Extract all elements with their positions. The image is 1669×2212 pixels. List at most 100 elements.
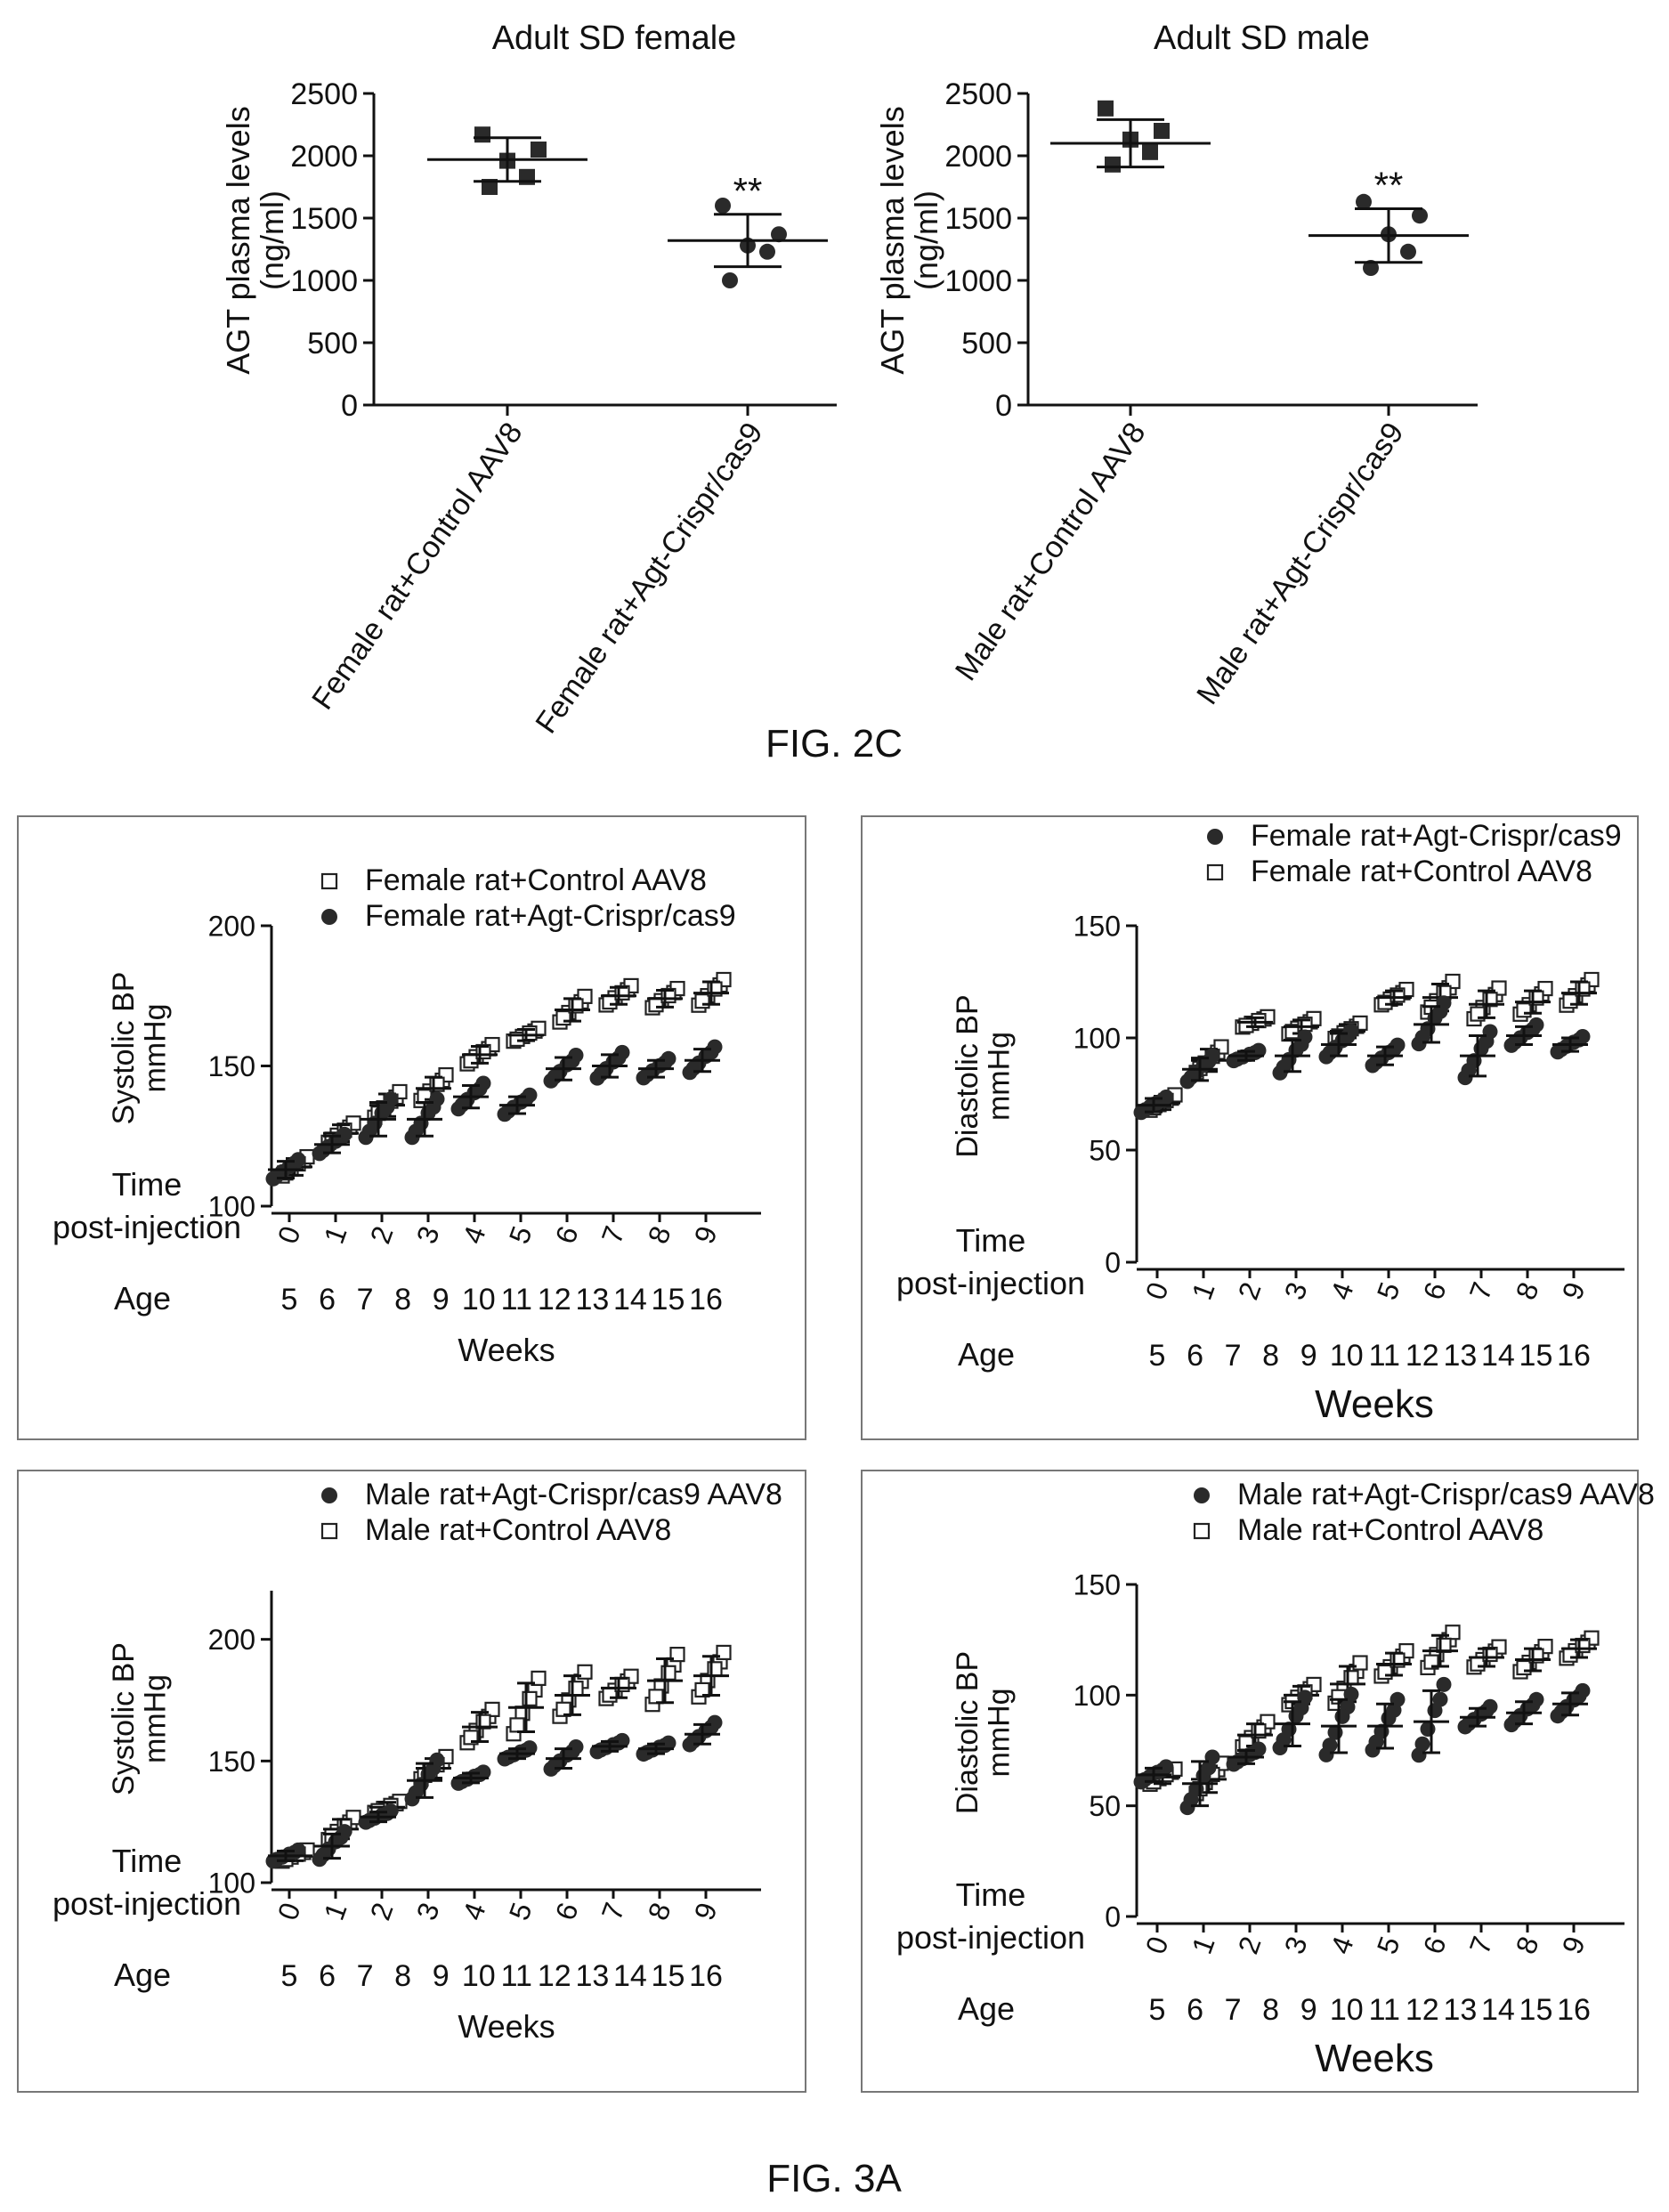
x-week-label: 0	[1139, 1932, 1175, 1958]
y-axis-label: AGT plasma levels(ng/ml)	[874, 106, 944, 374]
data-point	[1562, 1647, 1578, 1663]
legend-label: Female rat+Control AAV8	[1251, 855, 1592, 888]
data-point	[1098, 100, 1114, 117]
age-label: 6	[319, 1959, 336, 1993]
y-tick-label: 2500	[290, 77, 358, 111]
data-point	[1276, 1732, 1292, 1748]
age-label: 11	[1369, 1993, 1400, 2027]
x-week-label: 5	[503, 1222, 539, 1248]
legend-label: Female rat+Agt-Crispr/cas9	[1251, 819, 1622, 853]
x-week-label: 6	[1417, 1932, 1453, 1958]
x-week-label: 3	[1278, 1278, 1314, 1304]
x-week-label: 9	[688, 1899, 724, 1924]
data-point	[315, 1847, 331, 1863]
data-point	[1183, 1792, 1199, 1808]
legend-marker	[321, 1487, 337, 1503]
x-week-label: 4	[457, 1899, 492, 1924]
legend-label: Female rat+Control AAV8	[365, 863, 707, 897]
data-point	[1445, 1625, 1461, 1641]
age-label: 12	[538, 1959, 571, 1993]
x-week-label: 0	[271, 1222, 307, 1248]
age-label: 5	[281, 1283, 298, 1317]
data-point	[1368, 1734, 1384, 1750]
data-point	[1322, 1738, 1338, 1754]
data-point	[722, 272, 738, 288]
y-tick-label: 1000	[944, 264, 1012, 298]
data-point	[707, 1039, 723, 1055]
age-label: 6	[1187, 1339, 1203, 1373]
x-week-label: 2	[364, 1899, 400, 1924]
y-tick-label: 0	[341, 389, 358, 423]
age-label: 12	[1406, 1339, 1439, 1373]
age-label: 15	[652, 1283, 685, 1317]
age-label: 13	[1443, 1993, 1477, 2027]
age-label: 8	[1262, 1993, 1279, 2027]
x-axis-label: Weeks	[458, 2008, 555, 2045]
figure-label-3a: FIG. 3A	[766, 2157, 902, 2200]
x-week-label: 1	[1186, 1932, 1221, 1958]
data-point	[1473, 1041, 1489, 1057]
y-tick-label: 0	[1105, 1247, 1121, 1279]
figure-label-2c: FIG. 2C	[766, 722, 903, 766]
data-point	[1516, 1659, 1532, 1676]
data-point	[1400, 243, 1416, 260]
row-label-time: Time	[956, 1876, 1026, 1913]
x-week-label: 2	[1232, 1932, 1268, 1958]
data-point	[771, 226, 787, 243]
legend-label: Male rat+Control AAV8	[365, 1513, 671, 1547]
data-point	[500, 1103, 516, 1119]
age-label: 9	[1300, 1993, 1317, 2027]
data-point	[715, 198, 731, 214]
x-week-label: 9	[688, 1222, 724, 1248]
legend-marker	[321, 909, 337, 925]
y-tick-label: 100	[1074, 1023, 1121, 1055]
legend-marker	[320, 872, 338, 890]
age-label: 10	[462, 1959, 496, 1993]
data-point	[669, 1647, 685, 1663]
age-label: 11	[1369, 1339, 1400, 1373]
y-axis-label: AGT plasma levels(ng/ml)	[220, 106, 290, 374]
data-point	[602, 993, 618, 1010]
age-label: 16	[1557, 1993, 1591, 2027]
data-point	[694, 993, 710, 1009]
age-label: 16	[689, 1959, 723, 1993]
data-point	[484, 1701, 500, 1717]
data-point	[648, 1689, 664, 1705]
data-point	[759, 243, 775, 260]
age-label: 12	[538, 1283, 571, 1317]
data-point	[1204, 1048, 1220, 1064]
data-point	[1381, 1710, 1397, 1726]
data-point	[454, 1097, 470, 1113]
row-label-time: Time	[956, 1222, 1026, 1259]
age-label: 14	[613, 1283, 647, 1317]
x-week-label: 4	[457, 1222, 492, 1248]
data-point	[1562, 993, 1578, 1009]
data-point	[1516, 1002, 1532, 1018]
age-label: 6	[1187, 1993, 1203, 2027]
age-label: 8	[394, 1959, 411, 1993]
data-point	[1322, 1045, 1338, 1061]
row-label-age: Age	[958, 1990, 1015, 2027]
data-point	[429, 1091, 445, 1107]
x-week-label: 6	[549, 1222, 585, 1248]
data-point	[1195, 1768, 1211, 1784]
x-week-label: 8	[642, 1899, 677, 1924]
significance-annotation: **	[733, 170, 763, 212]
data-point	[1427, 1703, 1443, 1719]
data-point	[509, 1717, 525, 1733]
data-point	[1288, 1708, 1304, 1724]
data-point	[1436, 995, 1452, 1011]
y-tick-label: 1500	[290, 202, 358, 236]
panel-frame-dbp-male	[861, 1470, 1639, 2093]
row-label-post-injection: post-injection	[53, 1209, 241, 1245]
age-label: 7	[1225, 1339, 1242, 1373]
x-week-label: 8	[1510, 1932, 1545, 1958]
row-label-age: Age	[958, 1336, 1015, 1373]
x-week-label: 4	[1325, 1932, 1360, 1958]
age-label: 9	[433, 1283, 450, 1317]
x-week-label: 2	[364, 1222, 400, 1248]
